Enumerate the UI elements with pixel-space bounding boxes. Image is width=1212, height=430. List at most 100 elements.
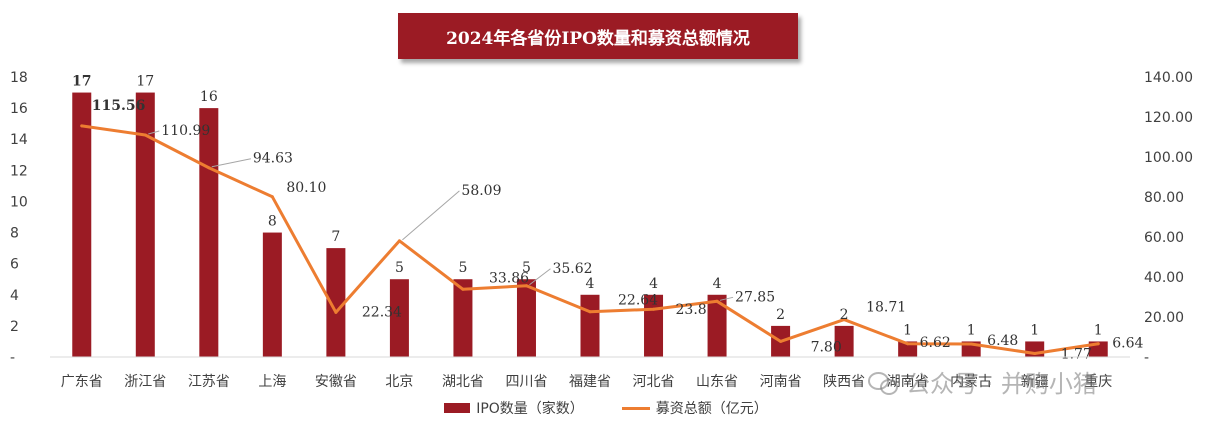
line-label-3: 94.63 [253,151,293,167]
line-point-7 [461,287,465,291]
bar-label-1: 17 [72,74,91,90]
right-tick-3: 60.00 [1144,230,1184,246]
line-point-5 [334,310,338,314]
bar-7 [453,279,473,357]
bar-label-9: 4 [586,276,595,292]
line-point-10 [652,307,656,311]
line-label-11: 27.85 [735,289,775,305]
legend-swatch-line [621,406,650,410]
category-label-10: 河北省 [633,374,675,390]
line-label-16: 1.77 [1061,346,1092,362]
line-label-14: 6.62 [920,335,951,351]
bar-13 [834,325,854,357]
bar-label-16: 1 [1030,322,1039,338]
line-label-7: 33.86 [489,270,529,286]
line-point-2 [143,133,147,137]
line-label-2: 110.99 [161,123,210,139]
line-point-11 [715,299,719,303]
line-point-15 [969,342,973,346]
chart-title: 2024年各省份IPO数量和募资总额情况 [398,13,798,59]
line-point-6 [397,239,401,243]
left-tick-7: 14 [10,132,28,148]
line-point-14 [906,342,910,346]
bar-6 [389,279,409,357]
right-tick-4: 80.00 [1144,190,1184,206]
bar-label-5: 7 [331,229,340,245]
combo-chart: 17 17 16 8 7 5 5 5 4 4 4 2 2 1 1 1 1 115.56 110.99 94.63 80.… [10,70,1193,390]
line-point-13 [842,318,846,322]
legend-label-fundraising: 募资总额（亿元） [655,401,768,417]
left-tick-5: 10 [10,194,28,210]
bar-label-10: 4 [649,276,658,292]
bar-label-17: 1 [1094,322,1103,338]
left-tick-1: 2 [10,319,19,335]
left-tick-9: 18 [10,70,28,86]
category-label-9: 福建省 [569,374,611,390]
right-axis: - 20.00 40.00 60.00 80.00 100.00 120.00 140.00 [1144,70,1193,366]
left-tick-0: - [10,350,15,366]
left-tick-3: 6 [10,257,19,273]
leader-line-6 [402,190,460,241]
bar-label-15: 1 [967,322,976,338]
line-point-4 [270,195,274,199]
line-label-17: 6.64 [1112,336,1143,352]
category-label-3: 江苏省 [188,374,230,390]
bar-label-12: 2 [776,307,785,323]
line-point-12 [779,339,783,343]
right-tick-0: - [1144,350,1149,366]
data-labels: 17 17 16 8 7 5 5 5 4 4 4 2 2 1 1 1 1 115.56 110.99 94.63 80.… [72,74,1143,363]
line-label-15: 6.48 [987,333,1018,349]
watermark: 公众号 · 并购小猪 [868,364,1097,399]
bar-label-3: 16 [200,89,218,105]
line-label-8: 35.62 [552,261,592,277]
leader-line-8 [529,268,551,286]
line-point-17 [1096,342,1100,346]
line-point-16 [1033,351,1037,355]
line-label-12: 7.80 [811,339,842,355]
line-label-6: 58.09 [461,183,501,199]
line-label-10: 23.8 [676,302,707,318]
category-label-17: 重庆 [1084,374,1112,390]
legend-item-fundraising[interactable]: 募资总额（亿元） [621,398,768,418]
category-label-11: 山东省 [696,374,738,390]
bar-5 [326,248,346,357]
leader-lines [148,130,734,301]
legend-swatch-bar [444,403,471,413]
category-label-15: 内蒙古 [950,374,992,390]
left-tick-4: 8 [10,226,19,242]
line-point-8 [524,284,528,288]
bar-label-2: 17 [136,74,154,90]
bar-8 [516,279,536,357]
bar-label-4: 8 [268,214,277,230]
category-label-6: 北京 [385,374,413,390]
line-series [80,124,1100,355]
category-label-7: 湖北省 [442,374,484,390]
bar-label-7: 5 [458,260,467,276]
line-label-5: 22.34 [362,304,402,320]
legend-item-ipo-count[interactable]: IPO数量（家数） [444,398,584,418]
line-point-1 [80,124,84,128]
bar-2 [135,92,155,358]
category-label-16: 新疆 [1021,374,1049,390]
bar-label-13: 2 [840,307,849,323]
bar-label-11: 4 [713,276,722,292]
category-label-8: 四川省 [505,374,547,390]
category-label-12: 河南省 [760,374,802,390]
leader-line-3 [211,158,251,168]
left-tick-2: 4 [10,288,19,304]
bar-9 [580,294,600,357]
bar-label-14: 1 [903,322,912,338]
right-tick-7: 140.00 [1144,70,1193,86]
category-label-2: 浙江省 [124,374,166,390]
category-label-5: 安徽省 [315,374,357,390]
bar-3 [199,108,219,357]
bar-series [72,92,1108,358]
right-tick-2: 40.00 [1144,270,1184,286]
bar-14 [898,341,918,357]
line-label-9: 22.64 [618,293,658,309]
leader-line-2 [148,130,160,135]
right-tick-6: 120.00 [1144,110,1193,126]
left-axis: - 2 4 6 8 10 12 14 16 18 [10,70,28,366]
line-point-9 [588,310,592,314]
right-tick-5: 100.00 [1144,150,1193,166]
